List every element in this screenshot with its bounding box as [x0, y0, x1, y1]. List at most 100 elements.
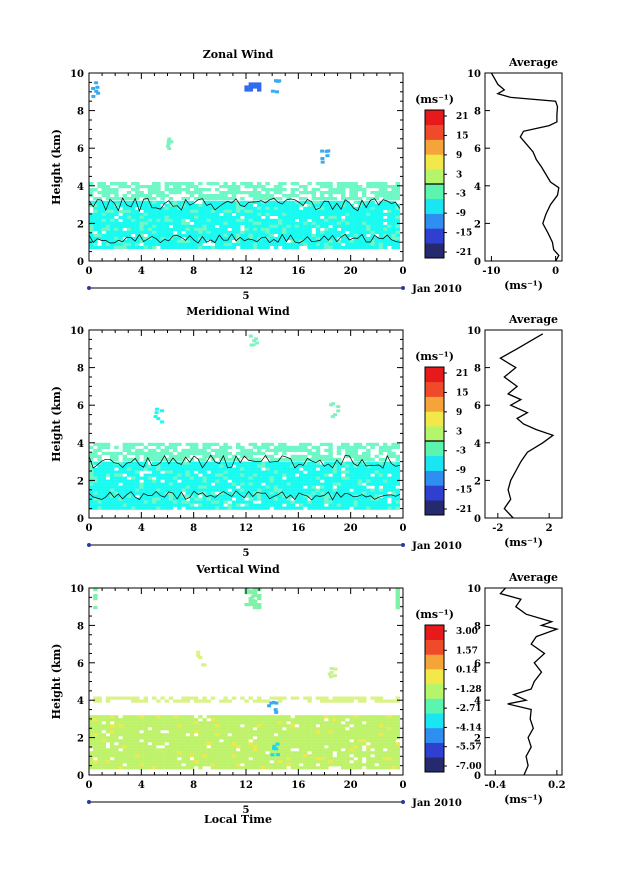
- heatmap-cell: [189, 736, 195, 740]
- heatmap-cell: [387, 221, 392, 225]
- heatmap-cell: [345, 451, 350, 455]
- heatmap-cell: [370, 227, 375, 231]
- heatmap-cell: [261, 500, 266, 504]
- heatmap-cell: [278, 482, 283, 486]
- heatmap-cell: [370, 200, 375, 204]
- heatmap-cell: [324, 215, 329, 219]
- heatmap-cell: [341, 203, 346, 207]
- heatmap-cell: [206, 754, 211, 758]
- heatmap-cell: [97, 500, 102, 504]
- heatmap-cell: [395, 182, 400, 186]
- heatmap-cell: [357, 748, 363, 752]
- heatmap-cell: [303, 215, 308, 219]
- heatmap-cell: [131, 212, 136, 216]
- heatmap-cell: [206, 233, 211, 237]
- heatmap-cell: [156, 464, 161, 468]
- heatmap-cell: [227, 754, 232, 758]
- heatmap-cell: [189, 242, 195, 246]
- heatmap-cell: [341, 760, 346, 764]
- heatmap-cell: [96, 91, 101, 95]
- heatmap-cell: [110, 227, 115, 231]
- heatmap-cell: [370, 191, 375, 195]
- heatmap-cell: [278, 191, 283, 195]
- heatmap-cell: [336, 476, 342, 480]
- heatmap-cell: [336, 191, 342, 195]
- heatmap-cell: [118, 209, 123, 213]
- heatmap-cell: [152, 197, 157, 201]
- heatmap-cell: [286, 445, 291, 449]
- heatmap-cell: [261, 766, 266, 770]
- heatmap-cell: [345, 464, 350, 468]
- heatmap-cell: [345, 482, 350, 486]
- day-axis-marker: [87, 800, 91, 804]
- heatmap-cell: [391, 488, 396, 492]
- heatmap-cell: [370, 739, 375, 743]
- heatmap-cell: [286, 221, 291, 225]
- heatmap-cell: [156, 224, 161, 228]
- heatmap-cell: [362, 742, 367, 746]
- heatmap-cell: [387, 715, 392, 719]
- heatmap-cell: [177, 699, 182, 703]
- heatmap-cell: [357, 242, 363, 246]
- heatmap-cell: [252, 592, 257, 596]
- heatmap-cell: [194, 494, 199, 498]
- heatmap-cell: [231, 727, 237, 731]
- heatmap-cell: [290, 470, 295, 474]
- heatmap-cell: [152, 727, 157, 731]
- heatmap-cell: [345, 766, 350, 770]
- heatmap-cell: [219, 206, 224, 210]
- heatmap-cell: [370, 506, 375, 510]
- heatmap-cell: [294, 203, 300, 207]
- heatmap-cell: [110, 760, 115, 764]
- heatmap-cell: [378, 763, 384, 767]
- heatmap-cell: [126, 197, 132, 201]
- heatmap-cell: [114, 230, 119, 234]
- heatmap-cell: [215, 209, 220, 213]
- heatmap-cell: [278, 766, 283, 770]
- heatmap-cell: [294, 479, 300, 483]
- heatmap-cell: [215, 239, 220, 243]
- colorbar-segment: [425, 698, 444, 714]
- heatmap-cell: [303, 191, 308, 195]
- heatmap-cell: [391, 224, 396, 228]
- heatmap-cell: [290, 763, 295, 767]
- heatmap-cell: [282, 715, 287, 719]
- heatmap-cell: [345, 757, 350, 761]
- heatmap-cell: [215, 742, 220, 746]
- heatmap-cell: [294, 239, 300, 243]
- day-label: 5: [243, 805, 250, 816]
- heatmap-cell: [294, 751, 300, 755]
- heatmap-cell: [395, 696, 400, 700]
- heatmap-cell: [328, 185, 333, 189]
- heatmap-cell: [164, 763, 169, 767]
- heatmap-cell: [332, 500, 337, 504]
- heatmap-cell: [357, 488, 363, 492]
- heatmap-cell: [357, 491, 363, 495]
- heatmap-cell: [244, 763, 249, 767]
- heatmap-cell: [194, 467, 199, 471]
- colorbar-segment: [425, 639, 444, 655]
- heatmap-cell: [93, 766, 98, 770]
- heatmap-cell: [248, 494, 253, 498]
- heatmap-cell: [273, 766, 279, 770]
- heatmap-cell: [198, 239, 203, 243]
- heatmap-cell: [273, 188, 279, 192]
- heatmap-cell: [118, 721, 123, 725]
- heatmap-cell: [177, 457, 182, 461]
- heatmap-cell: [126, 209, 132, 213]
- heatmap-cell: [215, 476, 220, 480]
- heatmap-cell: [194, 745, 199, 749]
- heatmap-cell: [215, 203, 220, 207]
- heatmap-cell: [105, 715, 111, 719]
- heatmap-cell: [357, 730, 363, 734]
- heatmap-cell: [265, 715, 270, 719]
- heatmap-cell: [395, 506, 400, 510]
- heatmap-cell: [378, 724, 384, 728]
- heatmap-cell: [227, 236, 232, 240]
- heatmap-cell: [257, 82, 262, 86]
- heatmap-cell: [353, 242, 358, 246]
- heatmap-cell: [391, 721, 396, 725]
- heatmap-cell: [261, 197, 266, 201]
- heatmap-cell: [387, 721, 392, 725]
- heatmap-cell: [265, 230, 270, 234]
